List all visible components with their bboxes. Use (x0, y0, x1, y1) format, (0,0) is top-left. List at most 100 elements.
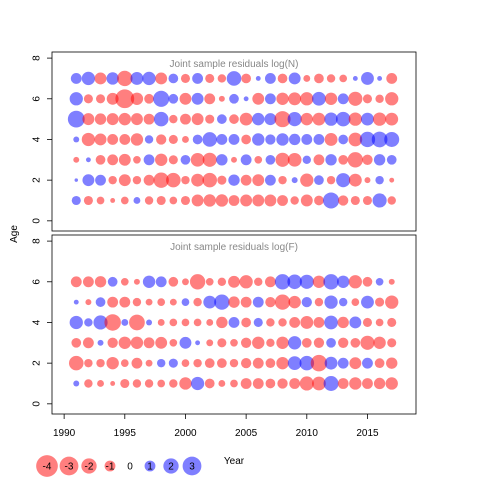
panel-1: Joint sample residuals log(N) 0 2 4 6 8 (32, 51, 417, 232)
residual-bubble (361, 112, 374, 126)
residual-bubble (97, 339, 104, 346)
residual-bubble (375, 94, 384, 103)
residual-bubble (96, 196, 105, 205)
residual-bubble (203, 295, 217, 309)
residual-bubble (179, 336, 192, 349)
residual-bubble (180, 73, 191, 83)
residual-bubble (362, 378, 373, 389)
residual-bubble (289, 317, 301, 328)
residual-bubble (168, 134, 178, 145)
residual-bubble (214, 294, 230, 310)
residual-bubble (276, 133, 289, 146)
residual-bubble (145, 359, 153, 367)
residual-bubble (133, 197, 141, 204)
residual-bubble (217, 358, 227, 368)
residual-bubble (350, 337, 361, 348)
residual-bubble (387, 338, 397, 348)
residual-bubble (142, 275, 156, 288)
panel-2: Joint sample residuals log(F) 0 2 4 6 8 1990 19… (32, 234, 417, 439)
residual-bubble (276, 356, 289, 370)
residual-bubble (153, 90, 170, 107)
residual-bubble (82, 113, 95, 126)
residual-bubble (325, 154, 337, 166)
residual-bubble (107, 296, 119, 308)
residual-bubble (191, 173, 205, 187)
panels: Joint sample residuals log(N)02468Joint … (32, 51, 417, 439)
residual-bubble (337, 93, 349, 105)
y-tick-label: 0 (32, 401, 43, 407)
residual-bubble (204, 358, 215, 368)
residual-bubble (217, 338, 227, 348)
residual-bubble (254, 277, 263, 286)
residual-bubble (254, 155, 263, 164)
residual-bubble (323, 192, 340, 209)
residual-bubble (375, 277, 384, 286)
residual-bubble (228, 174, 240, 186)
residual-bubble (216, 134, 228, 145)
residual-bubble (82, 276, 94, 288)
residual-bubble (70, 73, 82, 84)
residual-bubble (169, 338, 178, 347)
y-tick-label: 0 (32, 218, 43, 224)
residual-bubble (95, 154, 106, 165)
residual-bubble (287, 356, 302, 371)
y-tick-label: 4 (32, 136, 43, 142)
residual-bubble (300, 194, 313, 207)
legend-label: -4 (43, 462, 52, 473)
residual-bubble (230, 379, 238, 388)
residual-bubble (120, 277, 129, 286)
residual-bubble (132, 379, 142, 388)
residual-bubble (312, 376, 326, 391)
residual-bubble (375, 175, 384, 185)
residual-bubble (387, 196, 396, 205)
residual-bubble (94, 113, 107, 125)
residual-bubble (243, 96, 249, 102)
residual-bubble (230, 338, 238, 347)
residual-bubble (82, 174, 95, 187)
residual-bubble (385, 92, 399, 106)
residual-bubble (326, 74, 336, 83)
residual-bubble (252, 336, 265, 349)
residual-bubble (229, 114, 239, 124)
residual-bubble (276, 336, 289, 349)
residual-bubble (241, 134, 251, 145)
residual-bubble (94, 72, 107, 85)
x-axis-label: Year (224, 456, 245, 467)
panel-title: Joint sample residuals log(N) (170, 59, 299, 70)
residual-bubble (118, 112, 131, 126)
residual-bubble (300, 92, 314, 106)
residual-bubble (179, 92, 192, 105)
residual-bubble (252, 92, 265, 105)
residual-bubble (69, 92, 83, 106)
residual-bubble (85, 157, 91, 163)
residual-bubble (130, 72, 144, 85)
residual-bubble (265, 378, 276, 389)
residual-bubble (314, 175, 324, 185)
residual-bubble (106, 72, 119, 85)
residual-bubble (301, 296, 312, 308)
residual-bubble (190, 152, 205, 167)
legend-bubble (163, 458, 179, 474)
residual-bubble (132, 175, 142, 185)
residual-bubble (299, 274, 314, 289)
residual-bubble (288, 336, 302, 350)
residual-bubble (192, 134, 203, 145)
residual-bubble (133, 155, 141, 164)
residual-bubble (336, 173, 351, 188)
residual-bubble (326, 337, 336, 348)
residual-bubble (299, 376, 314, 391)
legend-bubble (59, 456, 79, 476)
residual-bubble (288, 295, 301, 309)
y-tick-label: 8 (32, 238, 43, 244)
residual-bubble (217, 114, 227, 124)
residual-bubble (120, 196, 129, 205)
residual-bubble (372, 112, 387, 126)
residual-bubble (191, 113, 204, 126)
residual-bubble (143, 337, 155, 349)
residual-bubble (95, 297, 106, 307)
residual-bubble (362, 317, 373, 328)
residual-bubble (168, 93, 179, 104)
residual-bubble (337, 357, 349, 369)
residual-bubble (144, 196, 154, 205)
residual-bubble (181, 298, 190, 306)
